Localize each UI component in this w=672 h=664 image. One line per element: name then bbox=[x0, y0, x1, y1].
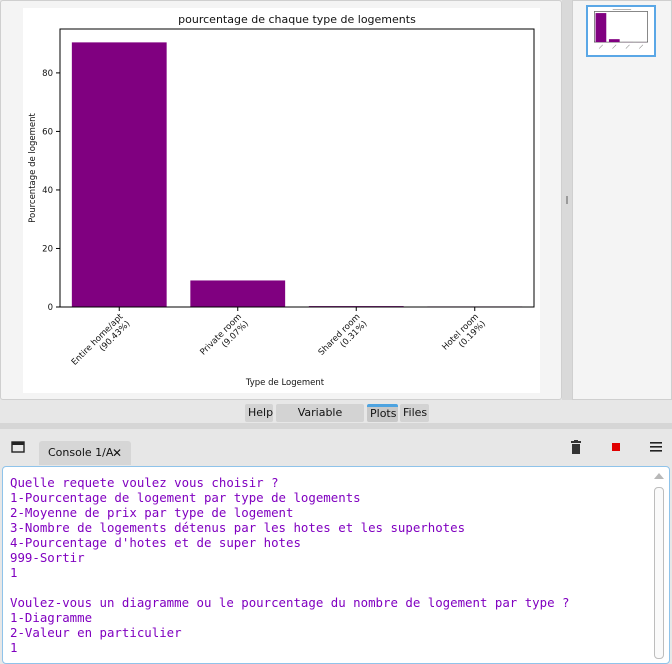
x-tick-label-1: Private room(9.07%) bbox=[198, 312, 251, 365]
x-tick-label-3: Hotel room(0.19%) bbox=[440, 312, 488, 360]
y-tick-label-2: 40 bbox=[42, 186, 53, 196]
thumb-bar-1 bbox=[608, 39, 620, 43]
x-axis-label: Type de Logement bbox=[245, 378, 325, 388]
x-tick-label-2: Shared room(0.31%) bbox=[317, 312, 370, 365]
plot-thumbnail[interactable] bbox=[586, 5, 656, 57]
y-tick-label-4: 80 bbox=[42, 69, 53, 79]
thumb-bar-0 bbox=[595, 13, 607, 43]
trash-icon[interactable] bbox=[568, 439, 584, 455]
stop-icon[interactable] bbox=[608, 439, 624, 455]
scroll-thumb[interactable] bbox=[654, 487, 664, 659]
console-tab[interactable]: Console 1/A ✕ bbox=[39, 441, 131, 465]
vertical-splitter[interactable] bbox=[562, 0, 572, 400]
plot-frame bbox=[59, 28, 535, 308]
thumb-tick-label-0 bbox=[598, 44, 603, 49]
x-tick-label-0: Entire home/apt(90.43%) bbox=[70, 312, 133, 375]
console-header: Console 1/A ✕ bbox=[0, 429, 672, 465]
thumb-tick-label-2 bbox=[625, 44, 630, 49]
bar-1 bbox=[190, 280, 286, 307]
console-scrollbar[interactable] bbox=[654, 473, 664, 659]
y-axis-label: Pourcentage de logement bbox=[28, 113, 38, 223]
pane-tabbar: Help Variable Explorer Plots Files bbox=[0, 401, 672, 437]
thumb-tick-label-1 bbox=[612, 44, 617, 49]
hamburger-menu-icon[interactable] bbox=[648, 439, 664, 455]
scroll-up-icon[interactable] bbox=[654, 473, 664, 479]
console-tab-label: Console 1/A bbox=[48, 446, 114, 459]
plots-pane: pourcentage de chaque type de logements E… bbox=[0, 0, 562, 400]
tab-files[interactable]: Files bbox=[400, 404, 429, 422]
horizontal-splitter[interactable] bbox=[0, 423, 672, 429]
tab-plots[interactable]: Plots bbox=[367, 404, 398, 422]
chart-title: pourcentage de chaque type de logements bbox=[178, 13, 416, 26]
y-tick-label-3: 60 bbox=[42, 127, 53, 137]
close-icon[interactable]: ✕ bbox=[111, 446, 122, 460]
y-tick-label-1: 20 bbox=[42, 244, 53, 254]
plot-thumbnails-pane bbox=[572, 0, 672, 400]
thumb-frame bbox=[594, 11, 648, 43]
console-output[interactable]: Quelle requete voulez vous choisir ? 1-P… bbox=[2, 466, 670, 664]
console-text: Quelle requete voulez vous choisir ? 1-P… bbox=[10, 475, 570, 655]
main-plot: pourcentage de chaque type de logements E… bbox=[23, 8, 540, 393]
tab-variable-explorer[interactable]: Variable Explorer bbox=[276, 404, 364, 437]
tab-help[interactable]: Help bbox=[245, 404, 273, 422]
window-icon[interactable] bbox=[10, 439, 26, 455]
thumb-tick-label-3 bbox=[639, 44, 644, 49]
y-tick-label-0: 0 bbox=[48, 303, 53, 313]
splitter-grip[interactable] bbox=[566, 196, 568, 204]
bar-0 bbox=[71, 42, 167, 308]
